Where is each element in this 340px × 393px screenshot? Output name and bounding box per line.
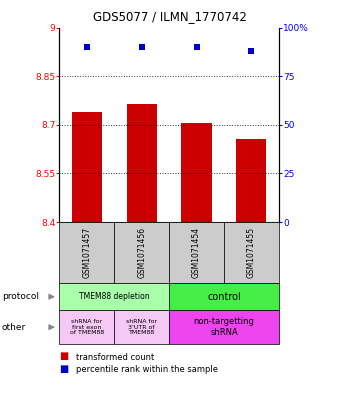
Text: GSM1071457: GSM1071457 <box>82 227 91 278</box>
Text: GSM1071454: GSM1071454 <box>192 227 201 278</box>
Bar <box>182 123 211 222</box>
Text: percentile rank within the sample: percentile rank within the sample <box>76 365 219 375</box>
Text: protocol: protocol <box>2 292 39 301</box>
Text: ■: ■ <box>59 364 69 373</box>
Bar <box>72 112 102 222</box>
Text: GSM1071456: GSM1071456 <box>137 227 146 278</box>
Text: TMEM88 depletion: TMEM88 depletion <box>79 292 150 301</box>
Text: GDS5077 / ILMN_1770742: GDS5077 / ILMN_1770742 <box>93 10 247 23</box>
Text: shRNA for
3'UTR of
TMEM88: shRNA for 3'UTR of TMEM88 <box>126 319 157 336</box>
Text: shRNA for
first exon
of TMEM88: shRNA for first exon of TMEM88 <box>70 319 104 336</box>
Text: other: other <box>2 323 26 332</box>
Text: non-targetting
shRNA: non-targetting shRNA <box>193 318 254 337</box>
Text: transformed count: transformed count <box>76 353 155 362</box>
Bar <box>127 104 157 222</box>
Text: GSM1071455: GSM1071455 <box>247 227 256 278</box>
Text: ■: ■ <box>59 351 69 361</box>
Text: control: control <box>207 292 241 302</box>
Bar <box>236 140 267 222</box>
